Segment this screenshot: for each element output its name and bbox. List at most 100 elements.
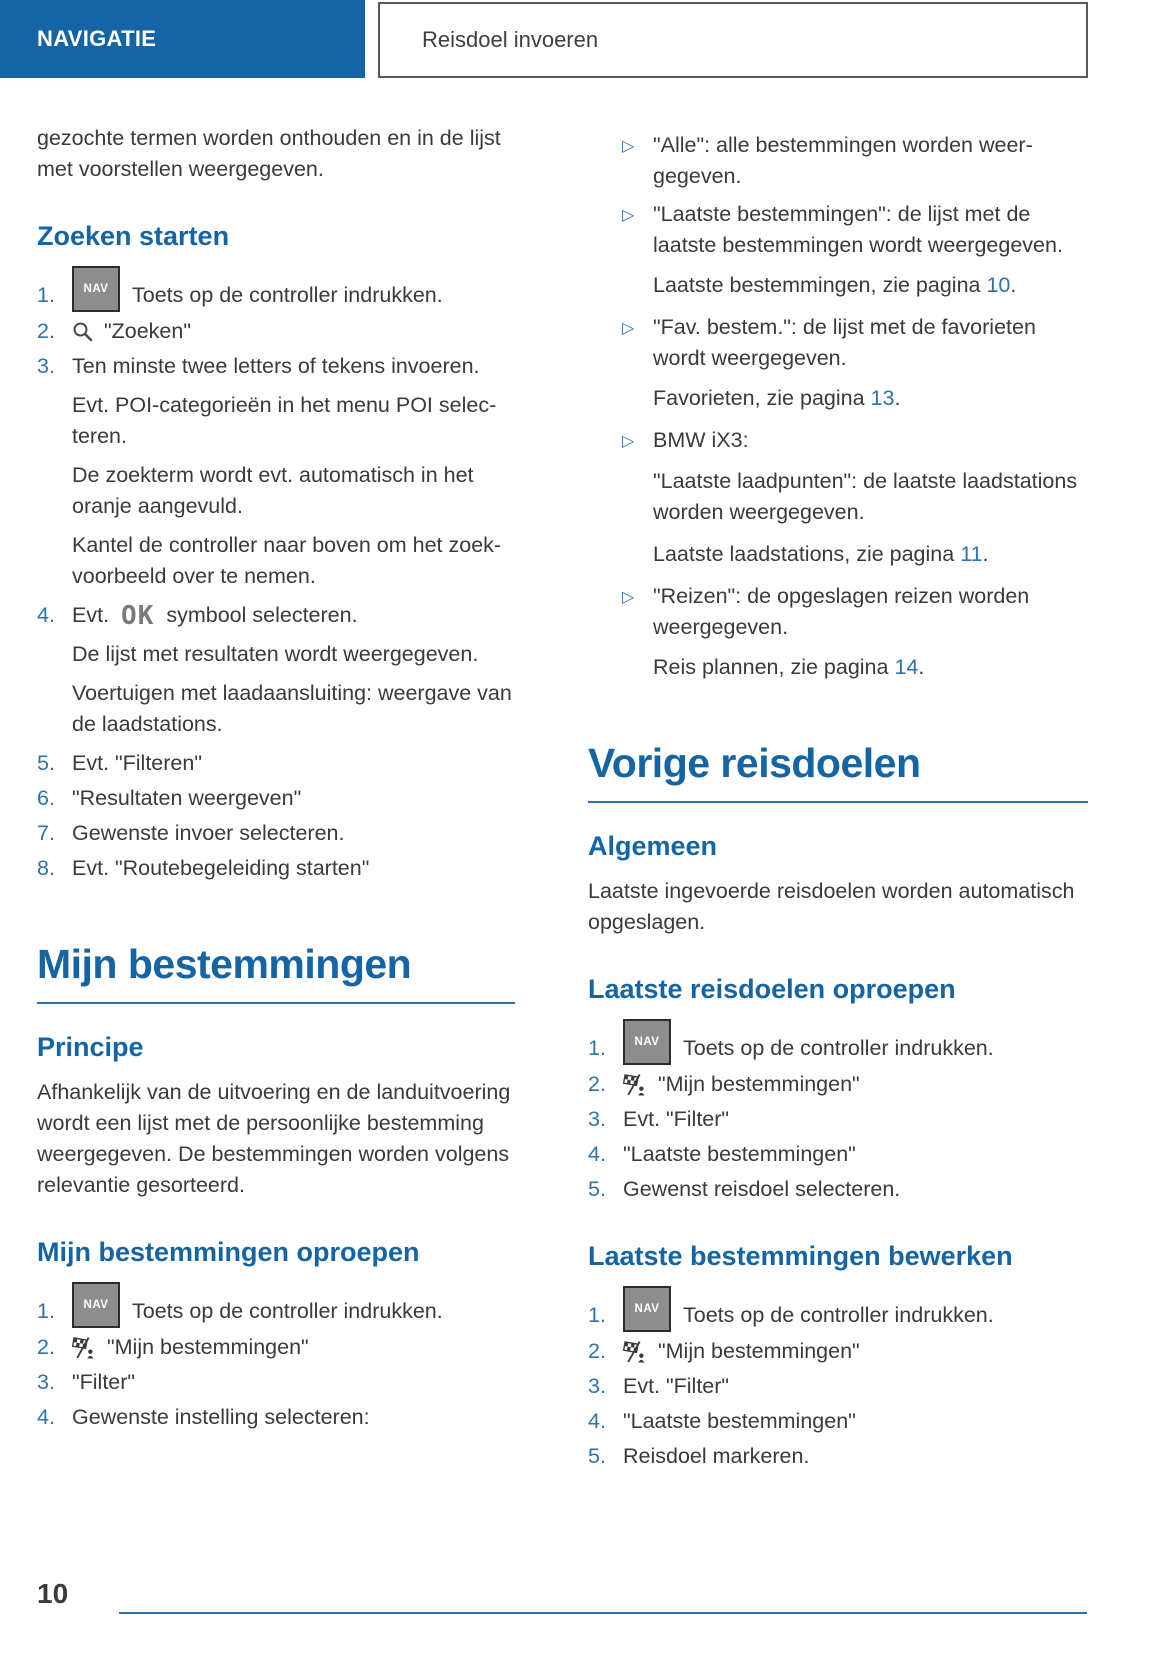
- triangle-bullet-icon: ▷: [622, 320, 635, 337]
- nav-key-label: NAV: [634, 1302, 660, 1315]
- step-subparagraph: Kantel de controller naar boven om het z…: [72, 533, 502, 588]
- my-destinations-flag-icon: [623, 1072, 648, 1097]
- bullet-item: ▷ BMW iX3:: [588, 425, 1088, 457]
- page-link[interactable]: 10: [986, 273, 1011, 297]
- step-row: 8. Evt. "Routebegeleiding starten": [37, 853, 515, 884]
- bullet-text: "Alle": alle bestemmingen worden weer­ge…: [653, 133, 1033, 188]
- step-row: 3. "Filter": [37, 1367, 515, 1398]
- triangle-bullet-icon: ▷: [622, 207, 635, 224]
- step-number: 8.: [37, 856, 55, 880]
- intro-paragraph: gezochte termen worden onthouden en in d…: [37, 126, 501, 181]
- step-row: 2. "Mijn bestemmingen": [37, 1332, 515, 1363]
- step-number: 1.: [588, 1036, 606, 1060]
- cross-reference-text: .: [982, 542, 989, 566]
- cross-reference-text: Laatste laadstations, zie pagina: [653, 542, 961, 566]
- step-text: "Mijn bestemmingen": [658, 1072, 860, 1096]
- section-title-label: Reisdoel invoeren: [422, 27, 599, 52]
- bullet-text: "Fav. bestem.": de lijst met de favoriet…: [653, 315, 1036, 370]
- step-text: Evt.: [72, 603, 110, 627]
- step-number: 3.: [37, 1370, 55, 1394]
- nav-key-icon: NAV: [623, 1019, 671, 1065]
- step-text: Toets op de controller indrukken.: [132, 283, 443, 307]
- step-number: 4.: [588, 1142, 606, 1166]
- step-subparagraph: De lijst met resultaten wordt weergegeve…: [72, 642, 479, 666]
- step-row: 5. Evt. "Filteren": [37, 748, 515, 779]
- page-link[interactable]: 13: [870, 386, 895, 410]
- bullet-text: BMW iX3:: [653, 428, 749, 452]
- step-subparagraph: Evt. POI-categorieën in het menu POI sel…: [72, 393, 497, 448]
- step-number: 5.: [588, 1177, 606, 1201]
- step-number: 2.: [588, 1072, 606, 1096]
- step-number: 5.: [588, 1444, 606, 1468]
- heading-vorige-reisdoelen: Vorige reisdoelen: [588, 741, 1088, 803]
- step-row: 5. Gewenst reisdoel selecteren.: [588, 1174, 1088, 1205]
- step-text: "Laatste bestemmingen": [623, 1142, 856, 1166]
- step-text: "Filter": [72, 1370, 136, 1394]
- step-row: 4. "Laatste bestemmingen": [588, 1406, 1088, 1437]
- bullet-subparagraph: "Laatste laadpunten": de laatste laadsta…: [653, 469, 1078, 524]
- right-column: ▷ "Alle": alle bestemmingen worden weer­…: [588, 123, 1088, 1476]
- step-text: Toets op de controller indrukken.: [683, 1303, 994, 1327]
- step-row: 4. "Laatste bestemmingen": [588, 1139, 1088, 1170]
- step-number: 1.: [588, 1303, 606, 1327]
- step-row: 3. Evt. "Filter": [588, 1104, 1088, 1135]
- step-row: 7. Gewenste invoer selecteren.: [37, 818, 515, 849]
- step-row: 1. NAV Toets op de controller indrukken.: [588, 1019, 1088, 1065]
- heading-mijn-bestemmingen: Mijn bestemmingen: [37, 942, 515, 1004]
- step-text: "Mijn bestemmingen": [107, 1335, 309, 1359]
- my-destinations-flag-icon: [623, 1339, 648, 1364]
- step-row: 1. NAV Toets op de controller indrukken.: [37, 266, 515, 312]
- triangle-bullet-icon: ▷: [622, 138, 635, 155]
- step-text: Ten minste twee letters of tekens invoer…: [72, 354, 480, 378]
- page-link[interactable]: 14: [894, 655, 919, 679]
- bullet-text: "Laatste bestemmingen": de lijst met de …: [653, 202, 1063, 257]
- step-number: 4.: [588, 1409, 606, 1433]
- step-text: Evt. "Filteren": [72, 751, 202, 775]
- step-text: Toets op de controller indrukken.: [132, 1299, 443, 1323]
- cross-reference: Laatste bestemmingen, zie pagina 10.: [653, 270, 1088, 301]
- step-row: 3. Evt. "Filter": [588, 1371, 1088, 1402]
- step-row: 2. "Mijn bestemmingen": [588, 1069, 1088, 1100]
- step-text: Evt. "Routebegeleiding starten": [72, 856, 370, 880]
- bullet-item: ▷ "Alle": alle bestemmingen worden weer­…: [588, 130, 1088, 192]
- step-number: 3.: [37, 354, 55, 378]
- step-text: Toets op de controller indrukken.: [683, 1036, 994, 1060]
- cross-reference-text: Favorieten, zie pagina: [653, 386, 871, 410]
- chapter-banner: NAVIGATIE: [0, 0, 365, 78]
- step-row: 2. "Mijn bestemmingen": [588, 1336, 1088, 1367]
- step-row: 2. "Zoeken": [37, 316, 515, 347]
- step-row: 1. NAV Toets op de controller indrukken.: [588, 1286, 1088, 1332]
- cross-reference: Reis plannen, zie pagina 14.: [653, 652, 1088, 683]
- step-number: 3.: [588, 1374, 606, 1398]
- cross-reference: Favorieten, zie pagina 13.: [653, 383, 1088, 414]
- step-text: "Laatste bestemmingen": [623, 1409, 856, 1433]
- step-number: 6.: [37, 786, 55, 810]
- footer-divider: [119, 1612, 1087, 1614]
- left-column: gezochte termen worden onthouden en in d…: [37, 123, 515, 1437]
- step-text: "Resultaten weergeven": [72, 786, 302, 810]
- step-text: Reisdoel markeren.: [623, 1444, 810, 1468]
- nav-key-label: NAV: [83, 1298, 109, 1311]
- triangle-bullet-icon: ▷: [622, 433, 635, 450]
- step-text: Gewenste invoer selecteren.: [72, 821, 345, 845]
- step-text: Gewenst reisdoel selecteren.: [623, 1177, 901, 1201]
- cross-reference-text: Laatste bestemmingen, zie pagina: [653, 273, 987, 297]
- nav-key-label: NAV: [634, 1035, 660, 1048]
- bullet-text: "Reizen": de opgeslagen reizen worden we…: [653, 584, 1030, 639]
- algemeen-paragraph: Laatste ingevoerde reisdoelen worden aut…: [588, 879, 1075, 934]
- section-title-box: Reisdoel invoeren: [378, 2, 1088, 78]
- page-link[interactable]: 11: [960, 542, 983, 566]
- step-row: 4. Evt. OK symbool selecteren.: [37, 600, 515, 631]
- step-number: 1.: [37, 283, 55, 307]
- cross-reference-text: Reis plannen, zie pagina: [653, 655, 895, 679]
- bullet-item: ▷ "Fav. bestem.": de lijst met de favori…: [588, 312, 1088, 374]
- cross-reference-text: .: [894, 386, 901, 410]
- step-number: 2.: [37, 1335, 55, 1359]
- step-text: "Mijn bestemmingen": [658, 1339, 860, 1363]
- page-number: 10: [37, 1578, 69, 1609]
- step-text: symbool selecteren.: [166, 603, 358, 627]
- step-number: 2.: [37, 319, 55, 343]
- step-row: 3. Ten minste twee letters of tekens inv…: [37, 351, 515, 382]
- nav-key-icon: NAV: [72, 1282, 120, 1328]
- step-text: Evt. "Filter": [623, 1107, 730, 1131]
